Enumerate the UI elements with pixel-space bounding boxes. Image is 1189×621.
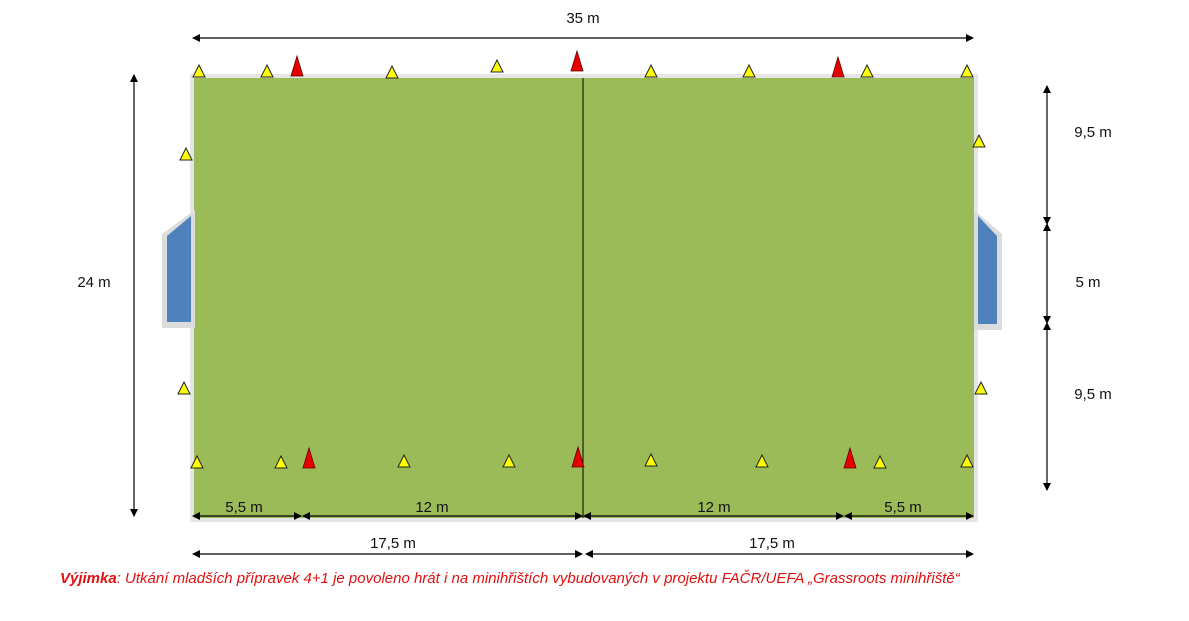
yellow-cone-icon [385, 64, 399, 79]
yellow-cone-icon [192, 63, 206, 78]
inner-left-1-label: 5,5 m [225, 499, 263, 516]
red-cone-icon [302, 446, 316, 469]
yellow-cone-icon [179, 146, 193, 161]
pitch-field [190, 74, 978, 522]
yellow-cone-icon [755, 453, 769, 468]
half-left-label: 17,5 m [370, 535, 416, 552]
right-middle-dimension-label: 5 m [1075, 274, 1100, 291]
cones [177, 49, 988, 469]
yellow-cone-icon [502, 453, 516, 468]
half-right-label: 17,5 m [749, 535, 795, 552]
yellow-cone-icon [260, 63, 274, 78]
yellow-cone-icon [960, 453, 974, 468]
height-dimension-label: 24 m [77, 274, 110, 291]
red-cone-icon [843, 446, 857, 469]
red-cone-icon [571, 445, 585, 468]
yellow-cone-icon [177, 380, 191, 395]
yellow-cone-icon [274, 454, 288, 469]
right-bottom-dimension-label: 9,5 m [1074, 386, 1112, 403]
red-cone-icon [831, 55, 845, 78]
footnote-bold: Výjimka [60, 570, 117, 587]
yellow-cone-icon [974, 380, 988, 395]
yellow-cone-icon [397, 453, 411, 468]
left-goal-icon [162, 210, 195, 328]
yellow-cone-icon [742, 63, 756, 78]
yellow-cone-icon [972, 133, 986, 148]
yellow-cone-icon [873, 454, 887, 469]
inner-right-1-label: 12 m [697, 499, 730, 516]
yellow-cone-icon [860, 63, 874, 78]
right-top-dimension-label: 9,5 m [1074, 124, 1112, 141]
footnote: Výjimka: Utkání mladších přípravek 4+1 j… [60, 570, 1170, 587]
yellow-cone-icon [490, 58, 504, 73]
inner-right-2-label: 5,5 m [884, 499, 922, 516]
footnote-text: : Utkání mladších přípravek 4+1 je povol… [116, 570, 960, 587]
red-cone-icon [570, 49, 584, 72]
red-cone-icon [290, 54, 304, 77]
yellow-cone-icon [644, 452, 658, 467]
yellow-cone-icon [644, 63, 658, 78]
yellow-cone-icon [960, 63, 974, 78]
width-dimension-label: 35 m [566, 10, 599, 27]
inner-left-2-label: 12 m [415, 499, 448, 516]
yellow-cone-icon [190, 454, 204, 469]
right-goal-icon [974, 210, 1002, 330]
